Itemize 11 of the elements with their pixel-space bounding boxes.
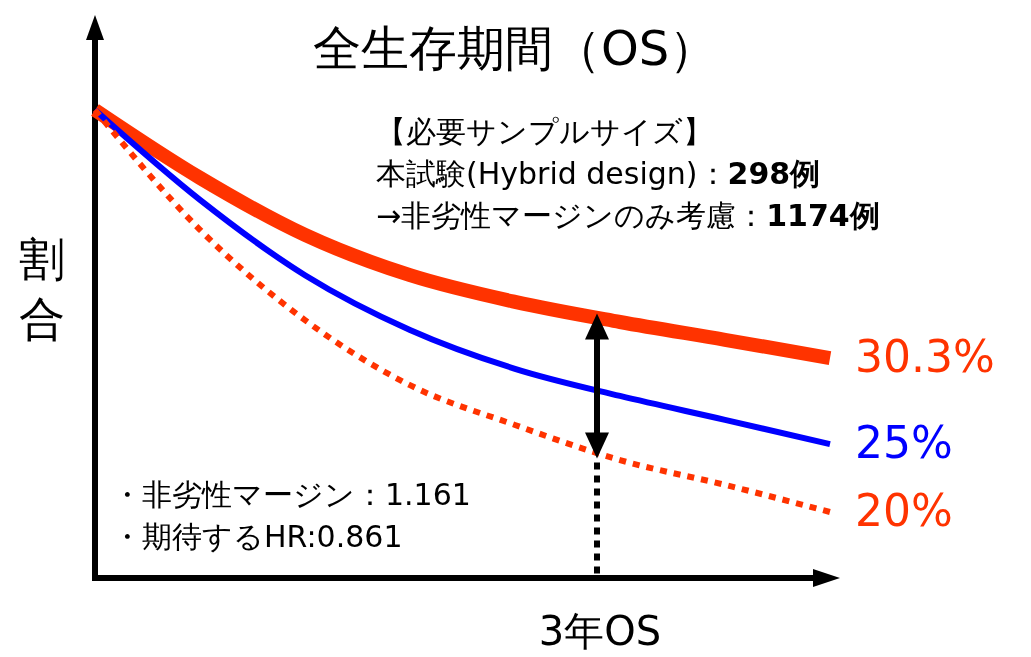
annotation: ・期待するHR:0.861 (112, 519, 403, 554)
annotation: 【必要サンプルサイズ】 (376, 114, 713, 149)
annotation: 本試験(Hybrid design)：298例 (376, 156, 821, 191)
annotation: ・非劣性マージン：1.161 (112, 477, 471, 512)
series-label: 25% (855, 417, 953, 469)
series-label: 20% (855, 485, 953, 537)
chart-title: 全生存期間（OS） (312, 20, 718, 76)
y-axis-title: 割合 (19, 232, 65, 346)
annotation: →非劣性マージンのみ考慮：1174例 (376, 198, 880, 233)
x-axis-title: 3年OS (538, 608, 662, 654)
series-label: 30.3% (855, 331, 995, 383)
